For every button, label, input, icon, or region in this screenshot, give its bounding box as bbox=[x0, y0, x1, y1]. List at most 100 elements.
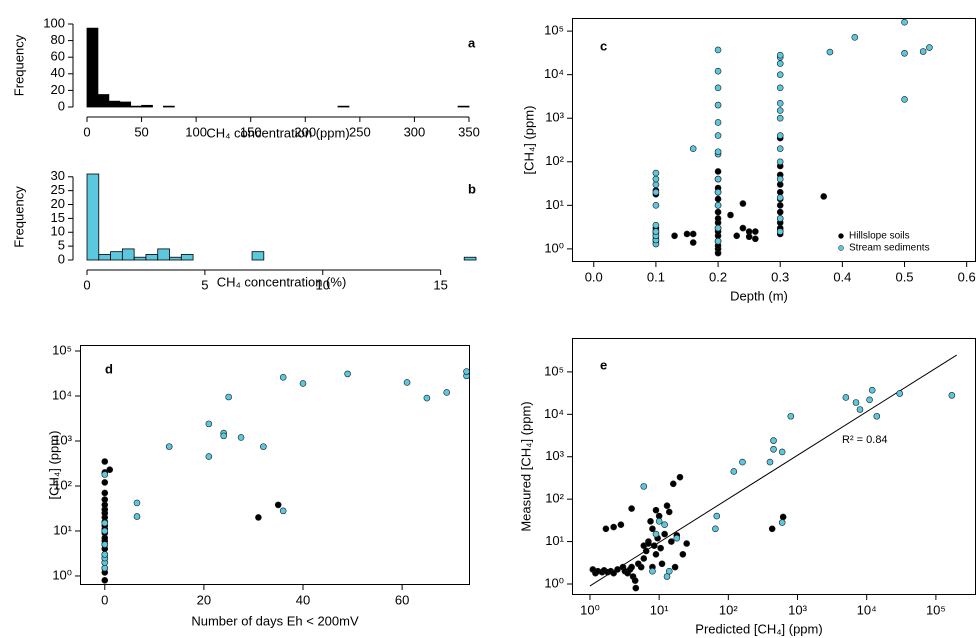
panel-label: c bbox=[600, 38, 607, 53]
scatter-point bbox=[856, 406, 864, 413]
x-tick-label: 10¹ bbox=[650, 602, 669, 617]
y-tick-label: 10⁰ bbox=[544, 575, 564, 590]
scatter-point bbox=[714, 237, 722, 245]
scatter-point bbox=[101, 577, 109, 584]
panel-label: a bbox=[468, 35, 476, 50]
x-tick-label: 5 bbox=[201, 277, 208, 292]
scatter-point bbox=[279, 374, 287, 381]
y-axis-label: [CH₄] (ppm) bbox=[46, 431, 61, 500]
x-tick-label: 0 bbox=[83, 124, 90, 139]
scatter-point bbox=[745, 233, 753, 241]
scatter-point bbox=[714, 168, 722, 175]
scatter-point bbox=[645, 540, 652, 547]
scatter-point bbox=[274, 501, 282, 509]
scatter-point bbox=[640, 483, 648, 490]
histogram-bar bbox=[145, 254, 159, 261]
plot-area bbox=[589, 354, 957, 592]
x-axis-label: CH₄ concentration (%) bbox=[217, 274, 347, 289]
y-tick-label: 40 bbox=[51, 65, 65, 80]
legend-marker bbox=[838, 245, 844, 251]
scatter-point bbox=[896, 390, 904, 397]
y-tick-label: 10⁵ bbox=[544, 23, 564, 38]
x-tick-label: 10⁰ bbox=[580, 602, 600, 617]
scatter-point bbox=[770, 445, 777, 453]
y-tick-label: 10 bbox=[51, 224, 65, 239]
scatter-point bbox=[778, 519, 786, 526]
scatter-point bbox=[901, 96, 908, 103]
scatter-point bbox=[628, 505, 635, 512]
scatter-point bbox=[776, 100, 784, 107]
scatter-point bbox=[647, 518, 654, 525]
x-tick-label: 300 bbox=[404, 124, 426, 139]
x-tick-label: 0.6 bbox=[958, 269, 976, 284]
scatter-point bbox=[260, 443, 267, 450]
scatter-point bbox=[652, 228, 660, 235]
scatter-point bbox=[255, 514, 262, 521]
scatter-point bbox=[868, 386, 876, 394]
scatter-point bbox=[727, 211, 734, 219]
histogram-bar bbox=[251, 251, 265, 261]
y-tick-label: 5 bbox=[58, 238, 65, 253]
scatter-point bbox=[776, 145, 784, 152]
legend-marker bbox=[838, 233, 844, 239]
y-tick-label: 10² bbox=[545, 153, 564, 168]
scatter-point bbox=[948, 392, 956, 399]
scatter-point bbox=[776, 202, 784, 209]
y-tick-label: 20 bbox=[51, 82, 65, 97]
scatter-point bbox=[714, 215, 722, 222]
scatter-point bbox=[610, 523, 617, 531]
x-axis-label: CH₄ concentration (ppm) bbox=[206, 125, 349, 140]
x-tick-label: 10³ bbox=[788, 602, 807, 617]
scatter-point bbox=[652, 506, 660, 514]
y-tick-label: 10³ bbox=[53, 432, 72, 447]
scatter-point bbox=[739, 224, 747, 232]
x-tick-label: 0.1 bbox=[647, 269, 665, 284]
scatter-point bbox=[714, 101, 722, 109]
scatter-point bbox=[776, 132, 784, 139]
x-tick-label: 100 bbox=[185, 124, 207, 139]
histogram-bar bbox=[98, 254, 111, 261]
scatter-point bbox=[730, 468, 738, 475]
y-tick-label: 10¹ bbox=[545, 533, 564, 548]
scatter-point bbox=[826, 48, 834, 56]
scatter-point bbox=[101, 541, 109, 548]
histogram-bar bbox=[86, 173, 100, 261]
scatter-point bbox=[673, 534, 681, 542]
scatter-point bbox=[776, 175, 784, 183]
scatter-point bbox=[714, 202, 722, 209]
scatter-point bbox=[652, 169, 660, 177]
scatter-point bbox=[443, 389, 451, 396]
histogram-bar bbox=[110, 251, 123, 261]
scatter-point bbox=[657, 544, 664, 552]
y-tick-label: 15 bbox=[51, 210, 65, 225]
scatter-point bbox=[776, 194, 784, 201]
y-tick-label: 10⁰ bbox=[52, 567, 72, 582]
scatter-point bbox=[776, 208, 784, 216]
scatter-point bbox=[752, 235, 759, 243]
scatter-point bbox=[779, 513, 787, 521]
scatter-point bbox=[852, 399, 860, 406]
histogram-bar bbox=[162, 105, 175, 108]
x-tick-label: 10⁵ bbox=[926, 602, 946, 617]
scatter-point bbox=[652, 175, 660, 183]
scatter-point bbox=[776, 71, 784, 78]
scatter-point bbox=[652, 221, 660, 229]
scatter-point bbox=[689, 239, 697, 246]
scatter-point bbox=[712, 525, 719, 533]
x-tick-label: 350 bbox=[458, 124, 480, 139]
scatter-point bbox=[663, 502, 671, 510]
scatter-point bbox=[652, 551, 660, 558]
plot-frame bbox=[572, 338, 976, 595]
scatter-point bbox=[649, 525, 656, 533]
histogram-bar bbox=[133, 256, 147, 261]
scatter-point bbox=[640, 555, 648, 562]
y-axis-label: Frequency bbox=[11, 186, 26, 248]
plot-area bbox=[101, 368, 470, 584]
scatter-point bbox=[714, 195, 722, 203]
scatter-point bbox=[655, 518, 663, 525]
scatter-point bbox=[739, 458, 746, 466]
x-tick-label: 0.5 bbox=[895, 269, 913, 284]
y-axis-label: Measured [CH₄] (ppm) bbox=[518, 401, 533, 531]
y-tick-label: 10² bbox=[545, 491, 564, 506]
y-tick-label: 0 bbox=[58, 98, 65, 113]
